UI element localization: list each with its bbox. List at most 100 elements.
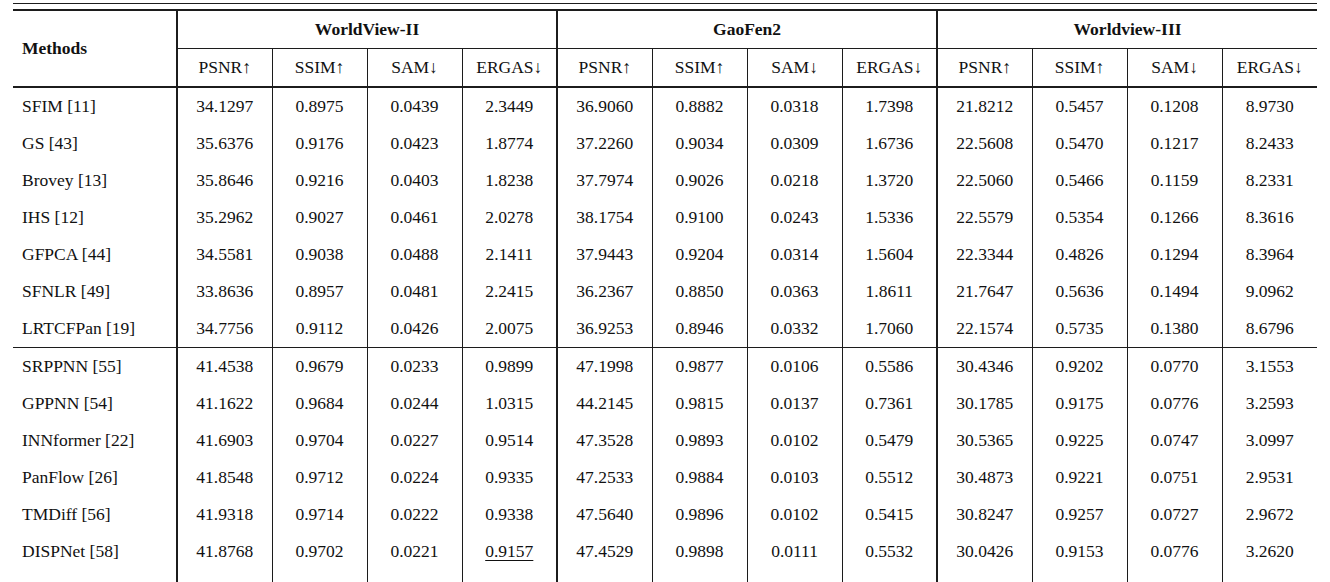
- value-cell: 0.0776: [1127, 385, 1222, 422]
- value-cell: 41.8548: [177, 459, 272, 496]
- value-cell: 0.9216: [272, 162, 367, 199]
- value-cell: 0.9202: [1032, 348, 1127, 386]
- value-cell: 3.1553: [1222, 348, 1317, 386]
- value-cell: 21.7647: [937, 273, 1032, 310]
- value-cell: 34.7756: [177, 310, 272, 348]
- value-cell: 21.8212: [937, 87, 1032, 125]
- value-cell: 0.5470: [1032, 125, 1127, 162]
- value-cell: 0.9514: [462, 422, 557, 459]
- value-cell: 30.9903: [937, 570, 1032, 582]
- value-cell: 0.0244: [367, 385, 462, 422]
- table-row: SFIM [11]34.12970.89750.04392.344936.906…: [13, 87, 1317, 125]
- method-cell: PanFlow [26]: [13, 459, 177, 496]
- value-cell: 1.8611: [842, 273, 937, 310]
- method-cell: SFIM [11]: [13, 87, 177, 125]
- value-cell: 47.4529: [557, 533, 652, 570]
- value-cell: 0.9026: [652, 162, 747, 199]
- value-cell: 2.0075: [462, 310, 557, 348]
- value-cell: 0.1266: [1127, 199, 1222, 236]
- value-cell: 8.9730: [1222, 87, 1317, 125]
- value-cell: 3.0997: [1222, 422, 1317, 459]
- value-cell: 0.9204: [652, 236, 747, 273]
- value-cell: 35.6376: [177, 125, 272, 162]
- value-cell: 1.7398: [842, 87, 937, 125]
- value-cell: 0.0747: [1127, 422, 1222, 459]
- value-cell: 36.2367: [557, 273, 652, 310]
- value-cell: 34.1297: [177, 87, 272, 125]
- value-cell: 0.9100: [652, 199, 747, 236]
- value-cell: 30.4346: [937, 348, 1032, 386]
- value-cell: 0.9714: [272, 496, 367, 533]
- value-cell: 0.5466: [1032, 162, 1127, 199]
- value-cell: 0.9176: [272, 125, 367, 162]
- value-cell: 0.9257: [1032, 496, 1127, 533]
- table-row: GFPCA [44]34.55810.90380.04882.141137.94…: [13, 236, 1317, 273]
- value-cell: 0.9815: [652, 385, 747, 422]
- value-cell: 47.5640: [557, 496, 652, 533]
- metric-header-gaofen2-sam: SAM↓: [747, 49, 842, 88]
- value-cell: 47.1998: [557, 348, 652, 386]
- group-header-worldview-iii: Worldview-III: [937, 11, 1317, 49]
- value-cell: 0.9221: [1032, 459, 1127, 496]
- value-cell: 8.6796: [1222, 310, 1317, 348]
- value-cell: 44.2145: [557, 385, 652, 422]
- value-cell: 47.6721: [557, 570, 652, 582]
- value-cell: 0.9027: [272, 199, 367, 236]
- value-cell: 1.8238: [462, 162, 557, 199]
- value-cell: 0.9175: [1032, 385, 1127, 422]
- value-cell: 41.9318: [177, 496, 272, 533]
- metric-header-worldview-iii-ssim: SSIM↑: [1032, 49, 1127, 88]
- value-cell: 0.0111: [747, 533, 842, 570]
- value-cell: 0.9112: [272, 310, 367, 348]
- value-cell: 37.2260: [557, 125, 652, 162]
- value-cell: 2.1411: [462, 236, 557, 273]
- value-cell: 0.8957: [272, 273, 367, 310]
- table-row: GPPNN [54]41.16220.96840.02441.031544.21…: [13, 385, 1317, 422]
- value-cell: 2.9672: [1222, 496, 1317, 533]
- metric-header-worldview-ii-psnr: PSNR↑: [177, 49, 272, 88]
- table-row: PanFlow [26]41.85480.97120.02240.933547.…: [13, 459, 1317, 496]
- table-top-rule: [13, 3, 1317, 11]
- group-header-gaofen2: GaoFen2: [557, 11, 937, 49]
- method-cell: TMDiff [56]: [13, 496, 177, 533]
- value-cell: 0.5415: [842, 496, 937, 533]
- value-cell: 0.0776: [1127, 533, 1222, 570]
- results-table-container: Methods WorldView-II GaoFen2 Worldview-I…: [0, 0, 1330, 582]
- metric-header-worldview-ii-ergas: ERGAS↓: [462, 49, 557, 88]
- value-cell: 2.2415: [462, 273, 557, 310]
- metric-header-gaofen2-ssim: SSIM↑: [652, 49, 747, 88]
- value-cell: 41.4538: [177, 348, 272, 386]
- value-cell: 41.8768: [177, 533, 272, 570]
- value-cell: 34.5581: [177, 236, 272, 273]
- value-cell: 8.2331: [1222, 162, 1317, 199]
- value-cell: 0.9712: [272, 459, 367, 496]
- value-cell: 0.9898: [652, 533, 747, 570]
- value-cell: 0.1159: [1127, 162, 1222, 199]
- value-cell: 22.1574: [937, 310, 1032, 348]
- value-cell: 36.9060: [557, 87, 652, 125]
- value-cell: 30.1785: [937, 385, 1032, 422]
- table-row: SFNLR [49]33.86360.89570.04812.241536.23…: [13, 273, 1317, 310]
- method-cell: SRPPNN [55]: [13, 348, 177, 386]
- results-table: Methods WorldView-II GaoFen2 Worldview-I…: [13, 11, 1317, 582]
- table-row: FAME [25]42.02620.97230.02150.917247.672…: [13, 570, 1317, 582]
- value-cell: 35.8646: [177, 162, 272, 199]
- table-row: SRPPNN [55]41.45380.96790.02330.989947.1…: [13, 348, 1317, 386]
- value-cell: 0.9723: [272, 570, 367, 582]
- value-cell: 22.5060: [937, 162, 1032, 199]
- value-cell: 3.2620: [1222, 533, 1317, 570]
- value-cell: 0.0102: [747, 496, 842, 533]
- value-cell: 0.9877: [652, 348, 747, 386]
- metric-header-worldview-iii-psnr: PSNR↑: [937, 49, 1032, 88]
- value-cell: 0.5532: [842, 533, 937, 570]
- methods-header: Methods: [13, 11, 177, 87]
- value-cell: 38.1754: [557, 199, 652, 236]
- value-cell: 0.9898: [652, 570, 747, 582]
- value-cell: 0.0332: [747, 310, 842, 348]
- value-cell: 2.9531: [1222, 570, 1317, 582]
- value-cell: 0.8882: [652, 87, 747, 125]
- value-cell: 42.0262: [177, 570, 272, 582]
- group-header-worldview-ii: WorldView-II: [177, 11, 557, 49]
- value-cell: 0.0314: [747, 236, 842, 273]
- value-cell: 0.0426: [367, 310, 462, 348]
